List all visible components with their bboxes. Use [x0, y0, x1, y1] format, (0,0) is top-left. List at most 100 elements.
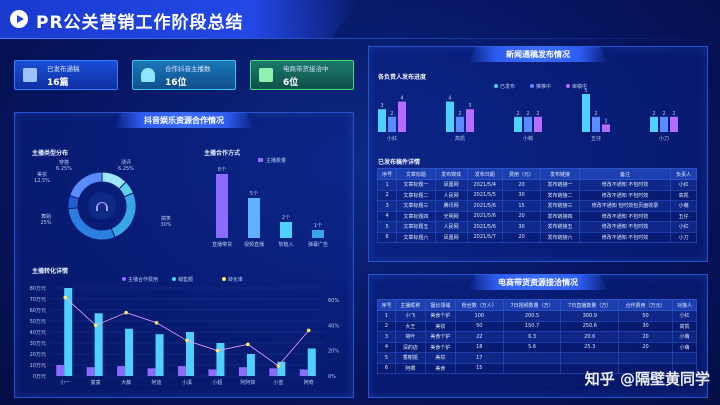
column-header[interactable]: 对接人	[671, 299, 698, 311]
stat-card-news[interactable]: 已发布通稿 16篇	[14, 60, 118, 90]
headphone-icon	[96, 202, 108, 211]
y2-tick: 60%	[328, 298, 339, 304]
sales-bar	[64, 288, 73, 376]
fee-bar	[147, 368, 156, 376]
x-tick: 阿奇	[304, 379, 314, 386]
column-header[interactable]: 备注	[578, 168, 672, 180]
column-header[interactable]: 主播昵称	[394, 299, 426, 311]
coop-bar	[248, 198, 260, 238]
y2-tick: 40%	[328, 323, 339, 329]
table-cell: 发布链接五	[540, 221, 580, 233]
legend-swatch	[258, 158, 263, 162]
table-row[interactable]: 4 深的店 美食个护 18 5.6 25.3 20 小萌	[377, 341, 698, 353]
column-header[interactable]: 费用（元）	[501, 168, 542, 180]
column-header[interactable]: 7日视频数量（万）	[502, 299, 562, 311]
column-header[interactable]: 合作费用（万元）	[618, 299, 673, 311]
column-header[interactable]: 文章标题	[396, 168, 436, 180]
conv-legend: 转化率	[228, 276, 243, 283]
column-header[interactable]: 发布媒体	[434, 168, 468, 180]
table-row[interactable]: 5 香榭姬 美妆 17	[377, 352, 698, 364]
rate-point	[93, 323, 98, 328]
table-cell: 20	[501, 210, 542, 222]
table-cell: 香榭姬	[394, 352, 426, 364]
table-row[interactable]: 1 文章标题一 凤凰网 2021/5/4 20 发布链接一 修改不通知 不包时效 小红	[376, 179, 697, 191]
table-row[interactable]: 6 文章标题六 凤凰网 2021/5/7 20 发布链接六 修改不通知 不包时效 小刀	[376, 231, 697, 243]
table-row[interactable]: 2 大王 美妆 50 150.7 250.6 30 高凯	[377, 320, 698, 332]
table-cell: 2021/5/6	[466, 200, 503, 212]
prog-bar	[660, 116, 668, 132]
column-header[interactable]: 擅长领域	[424, 299, 456, 311]
pie-label-pct: 6.25%	[56, 166, 72, 172]
column-header[interactable]: 发布日期	[466, 168, 503, 180]
table-row[interactable]: 6 阿卿 美食 15	[377, 362, 698, 374]
table-cell: 美妆	[424, 320, 456, 332]
pie-label: 美妆	[37, 171, 47, 178]
conv-legend: 主播合作费用	[128, 276, 158, 283]
table-cell: 人民网	[434, 221, 468, 233]
table-row[interactable]: 1 小飞 美食个护 100 200.5 300.9 50 小红	[377, 310, 698, 322]
column-header[interactable]: 7日直播数量（万）	[560, 299, 620, 311]
table-row[interactable]: 2 文章标题二 人民网 2021/5/5 30 发布链接二 修改不通知 不包时效 高凯	[376, 189, 697, 201]
legend-dot	[172, 277, 176, 281]
table-cell: 6.3	[502, 331, 562, 343]
table-cell: 小飞	[394, 310, 426, 322]
table-cell	[671, 362, 698, 374]
prog-bar	[670, 116, 678, 132]
table-cell: 50	[618, 310, 673, 322]
column-header[interactable]: 发布链接	[540, 168, 580, 180]
pie-label-pct: 12.5%	[34, 178, 50, 184]
table-row[interactable]: 5 文章标题五 人民网 2021/5/6 30 发布链接五 修改不通知 不包时效 小红	[376, 221, 697, 233]
table-cell: 3	[376, 200, 398, 212]
rate-point	[124, 310, 128, 315]
x-tick: 大藤	[121, 379, 131, 386]
x-tick: 小蓝	[273, 379, 283, 386]
fee-bar	[117, 366, 126, 376]
stat-card-anchors[interactable]: 合作抖音主播数 16位	[132, 60, 236, 90]
prog-bar	[602, 124, 610, 132]
table-cell	[618, 352, 673, 364]
prog-legend: 已发布	[500, 83, 515, 90]
pie-label-pct: 25%	[40, 220, 51, 226]
prog-value: 3	[380, 103, 383, 109]
table-cell: 阿卿	[394, 362, 426, 374]
table-cell	[671, 352, 698, 364]
table-cell: 发布链接一	[540, 179, 580, 191]
pie-label-pct: 6.25%	[118, 166, 134, 172]
prog-bar	[398, 101, 406, 132]
table-row[interactable]: 3 文章标题三 腾讯网 2021/5/6 15 发布链接三 修改不通知 包时效包页面收录 小萌	[376, 200, 697, 212]
table-cell: 2	[376, 189, 398, 201]
prog-value: 2	[536, 111, 539, 117]
table-cell: 1	[377, 310, 396, 322]
prog-bar	[378, 109, 386, 132]
y-tick: 20万元	[30, 352, 46, 358]
column-header[interactable]: 序号	[377, 299, 396, 311]
prog-bar	[582, 94, 590, 132]
table-cell: 高凯	[670, 189, 697, 201]
rate-point	[185, 338, 189, 343]
prog-legend: 审稿中	[572, 83, 587, 90]
table-row[interactable]: 4 文章标题四 光明网 2021/5/6 20 发布链接四 修改不通知 不包时效 五仔	[376, 210, 697, 222]
conv-title: 主播转化详情	[32, 268, 69, 275]
column-header[interactable]: 负责人	[670, 168, 697, 180]
prog-name: 小刀	[659, 135, 669, 142]
title-bar	[0, 0, 360, 38]
y-tick: 30万元	[30, 341, 46, 347]
table-cell: 文章标题二	[396, 189, 436, 201]
table-cell: 4	[376, 210, 398, 222]
prog-bar	[446, 101, 454, 132]
table-cell: 6	[377, 362, 396, 374]
table-cell	[502, 352, 562, 364]
column-header[interactable]: 序号	[376, 168, 398, 180]
rate-point	[306, 328, 311, 333]
table-row[interactable]: 3 荷叶 美食个护 22 6.3 20.6 20 小萌	[377, 331, 698, 343]
table-cell: 凤凰网	[434, 231, 468, 243]
column-header[interactable]: 粉丝数（万人）	[454, 299, 504, 311]
coop-title: 主播合作方式	[204, 150, 241, 157]
stat-card-ecom[interactable]: 电商带货接洽中 6位	[250, 60, 354, 90]
table-cell: 20	[501, 231, 542, 243]
table-cell: 15	[501, 200, 542, 212]
legend-dot	[122, 277, 126, 281]
legend-dot	[494, 84, 498, 88]
prog-bar	[456, 116, 464, 132]
